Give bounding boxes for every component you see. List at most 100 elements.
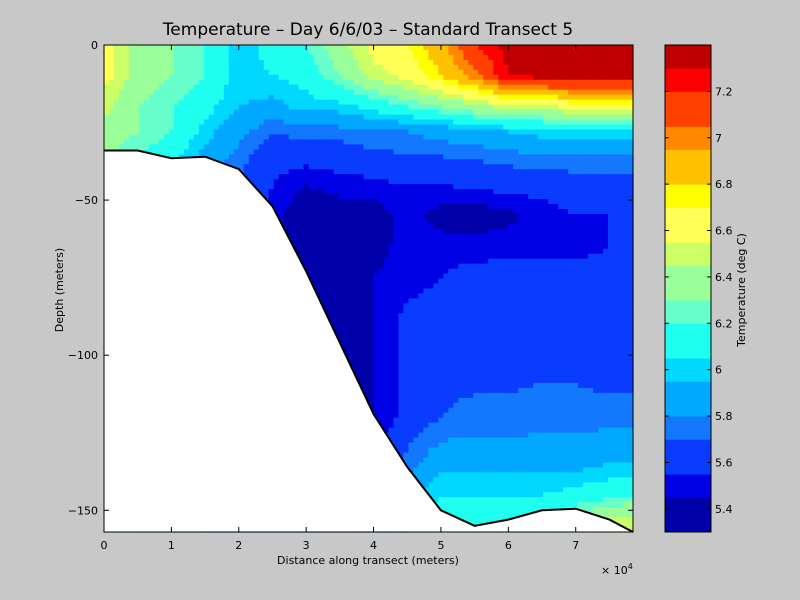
field-cell — [333, 199, 340, 205]
field-cell — [598, 258, 604, 265]
field-cell — [238, 79, 245, 86]
field-cell — [388, 228, 395, 235]
field-cell — [478, 208, 484, 215]
field-cell — [603, 69, 609, 76]
field-cell — [373, 228, 380, 235]
field-cell — [228, 129, 235, 136]
field-cell — [533, 218, 539, 225]
field-cell — [453, 218, 459, 225]
field-cell — [538, 124, 544, 131]
field-cell — [473, 228, 479, 235]
field-cell — [583, 79, 589, 86]
field-cell — [568, 49, 574, 56]
field-cell — [483, 149, 489, 155]
field-cell — [368, 179, 375, 185]
field-cell — [418, 119, 424, 126]
field-cell — [458, 94, 464, 101]
field-cell — [243, 64, 250, 71]
field-cell — [298, 104, 305, 111]
field-cell — [503, 69, 509, 76]
field-cell — [553, 124, 559, 131]
field-cell — [133, 109, 140, 116]
field-cell — [533, 174, 539, 180]
field-cell — [598, 59, 604, 66]
field-cell — [613, 154, 619, 160]
field-cell — [233, 149, 240, 155]
field-cell — [208, 45, 215, 51]
field-cell — [533, 139, 539, 145]
field-cell — [568, 144, 574, 150]
field-cell — [318, 49, 325, 56]
field-cell — [428, 69, 434, 76]
field-cell — [573, 263, 579, 270]
field-cell — [138, 144, 145, 150]
field-cell — [538, 49, 544, 56]
field-cell — [478, 199, 484, 205]
field-cell — [313, 228, 320, 235]
field-cell — [563, 228, 569, 235]
field-cell — [383, 84, 390, 91]
field-cell — [628, 64, 634, 71]
field-cell — [593, 273, 599, 280]
field-cell — [283, 149, 290, 155]
field-cell — [143, 79, 150, 86]
field-cell — [538, 228, 544, 235]
field-cell — [223, 49, 230, 56]
field-cell — [318, 114, 325, 121]
field-cell — [328, 74, 335, 81]
field-cell — [173, 79, 180, 86]
field-cell — [218, 154, 225, 160]
field-cell — [613, 49, 619, 56]
field-cell — [573, 59, 579, 66]
field-cell — [113, 104, 120, 111]
field-cell — [588, 104, 594, 111]
field-cell — [578, 169, 584, 175]
field-cell — [563, 139, 569, 145]
field-cell — [458, 228, 464, 235]
field-cell — [318, 169, 325, 175]
field-cell — [293, 54, 300, 61]
field-cell — [368, 169, 375, 175]
field-cell — [533, 179, 539, 185]
field-cell — [183, 104, 190, 111]
field-cell — [583, 129, 589, 136]
field-cell — [528, 45, 534, 51]
field-cell — [383, 89, 390, 96]
field-cell — [288, 119, 295, 126]
field-cell — [163, 64, 170, 71]
field-cell — [113, 144, 120, 150]
field-cell — [528, 79, 534, 86]
field-cell — [403, 258, 410, 265]
field-cell — [108, 59, 115, 66]
field-cell — [288, 204, 295, 210]
field-cell — [543, 64, 549, 71]
field-cell — [533, 253, 539, 260]
field-cell — [453, 74, 459, 81]
field-cell — [338, 184, 345, 190]
field-cell — [178, 54, 185, 61]
field-cell — [408, 114, 415, 121]
field-cell — [503, 248, 509, 255]
field-cell — [453, 213, 459, 220]
field-cell — [548, 194, 554, 200]
field-cell — [528, 124, 534, 131]
field-cell — [398, 154, 405, 160]
field-cell — [448, 223, 454, 230]
field-cell — [528, 194, 534, 200]
field-cell — [448, 114, 454, 121]
field-cell — [328, 199, 335, 205]
field-cell — [198, 144, 205, 150]
field-cell — [588, 248, 594, 255]
field-cell — [158, 114, 165, 121]
field-cell — [193, 59, 200, 66]
field-cell — [413, 169, 420, 175]
field-cell — [563, 189, 569, 195]
field-cell — [583, 233, 589, 240]
field-cell — [418, 59, 424, 66]
field-cell — [483, 253, 489, 260]
field-cell — [463, 129, 469, 136]
field-cell — [408, 129, 415, 136]
field-cell — [423, 258, 429, 265]
field-cell — [383, 104, 390, 111]
field-cell — [593, 104, 599, 111]
